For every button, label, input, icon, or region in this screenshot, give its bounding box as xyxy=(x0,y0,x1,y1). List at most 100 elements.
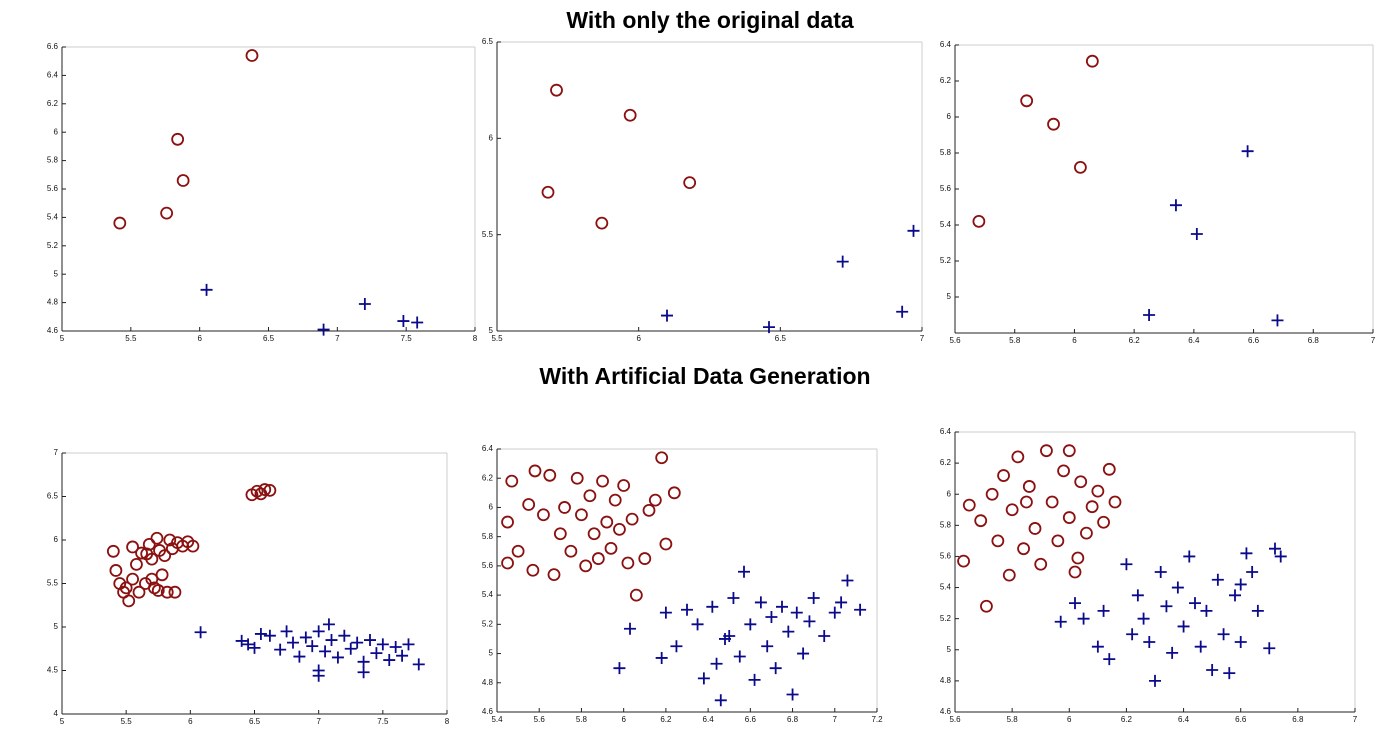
point xyxy=(1240,547,1253,560)
point xyxy=(376,638,389,651)
y-tick-label: 6.2 xyxy=(482,473,494,482)
point xyxy=(135,546,148,560)
point xyxy=(570,471,584,485)
point xyxy=(608,493,622,507)
point xyxy=(776,600,788,613)
point xyxy=(648,493,662,507)
point xyxy=(683,176,697,190)
y-tick-label: 5 xyxy=(54,622,59,631)
point xyxy=(1251,604,1264,617)
y-tick-label: 5.2 xyxy=(47,241,59,250)
y-tick-label: 5.8 xyxy=(47,156,59,165)
point xyxy=(322,618,335,631)
point xyxy=(547,568,561,582)
point xyxy=(1269,542,1281,555)
point xyxy=(1131,589,1144,602)
point xyxy=(1022,480,1036,493)
point xyxy=(1274,550,1287,563)
point xyxy=(126,572,139,586)
point xyxy=(1217,628,1230,641)
point xyxy=(160,585,174,599)
point xyxy=(293,650,306,663)
point xyxy=(397,315,410,328)
heading: With Artificial Data Generation xyxy=(539,363,870,389)
y-tick-label: 5 xyxy=(489,326,494,335)
x-tick-label: 7 xyxy=(920,334,925,343)
y-tick-label: 4.8 xyxy=(47,298,59,307)
y-tick-label: 6.4 xyxy=(47,71,59,80)
y-tick-label: 5 xyxy=(947,292,952,301)
point xyxy=(706,600,719,613)
y-tick-label: 4 xyxy=(54,709,59,718)
point xyxy=(325,634,338,647)
y-tick-label: 5.8 xyxy=(940,148,952,157)
x-tick-label: 8 xyxy=(445,717,450,726)
y-tick-label: 5 xyxy=(489,649,494,658)
point xyxy=(501,515,514,529)
point xyxy=(907,224,920,237)
point xyxy=(579,559,593,573)
x-tick-label: 5.5 xyxy=(125,334,137,343)
point xyxy=(1091,640,1104,653)
point xyxy=(1271,314,1284,327)
y-tick-label: 5.6 xyxy=(940,184,952,193)
x-tick-label: 5.6 xyxy=(949,336,961,345)
point xyxy=(655,651,668,664)
point xyxy=(1057,464,1070,478)
point xyxy=(719,632,731,645)
y-tick-label: 6.5 xyxy=(47,492,59,501)
point xyxy=(655,451,669,465)
y-tick-label: 5 xyxy=(947,645,952,654)
point xyxy=(274,643,287,656)
point xyxy=(1149,674,1161,687)
y-tick-label: 5.6 xyxy=(940,552,952,561)
point xyxy=(1071,551,1085,565)
x-tick-label: 6.4 xyxy=(1178,715,1190,724)
y-tick-label: 5.4 xyxy=(940,220,952,229)
point xyxy=(1183,550,1196,563)
point xyxy=(835,596,848,609)
point xyxy=(595,216,609,230)
point xyxy=(1074,475,1088,489)
point xyxy=(160,206,174,220)
point xyxy=(604,541,618,555)
point xyxy=(254,627,267,640)
point xyxy=(1190,228,1203,240)
point xyxy=(145,572,159,586)
point xyxy=(1045,495,1059,509)
point xyxy=(765,611,778,624)
point xyxy=(972,214,986,228)
point xyxy=(681,603,693,616)
point xyxy=(186,539,200,553)
point xyxy=(396,649,409,662)
point xyxy=(383,654,396,667)
point xyxy=(1020,495,1033,509)
x-tick-label: 7.5 xyxy=(377,717,389,726)
point xyxy=(782,625,795,638)
point xyxy=(1069,597,1081,610)
point xyxy=(1200,604,1213,617)
point xyxy=(854,603,867,616)
point xyxy=(522,498,536,511)
point xyxy=(797,647,810,660)
point xyxy=(1223,667,1236,680)
point xyxy=(1229,589,1241,602)
x-tick-label: 6.5 xyxy=(263,334,275,343)
y-tick-label: 5 xyxy=(54,269,59,278)
point xyxy=(841,574,854,587)
point xyxy=(962,498,976,512)
point xyxy=(1241,145,1254,158)
point xyxy=(242,638,255,651)
point xyxy=(1103,653,1116,666)
point xyxy=(319,645,332,658)
point xyxy=(1017,542,1030,556)
point xyxy=(624,622,636,635)
x-tick-label: 7.5 xyxy=(401,334,413,343)
x-tick-label: 6.2 xyxy=(660,715,672,724)
point xyxy=(163,533,177,547)
y-tick-label: 6 xyxy=(54,535,59,544)
point xyxy=(807,592,820,605)
y-tick-label: 6 xyxy=(54,127,59,136)
y-tick-label: 4.8 xyxy=(940,676,952,685)
point xyxy=(412,658,425,671)
